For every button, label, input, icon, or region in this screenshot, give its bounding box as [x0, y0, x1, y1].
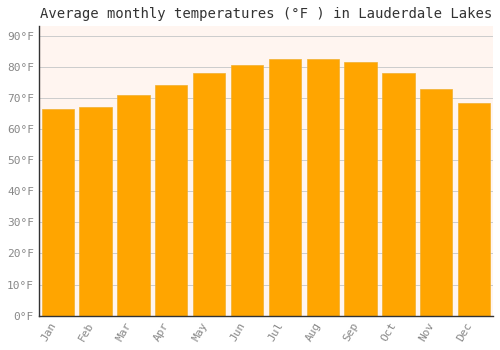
Title: Average monthly temperatures (°F ) in Lauderdale Lakes: Average monthly temperatures (°F ) in La… — [40, 7, 492, 21]
Bar — [193, 73, 225, 316]
Bar — [269, 59, 301, 316]
Bar — [458, 103, 490, 316]
Bar — [42, 109, 74, 316]
Bar — [80, 107, 112, 316]
Bar — [231, 65, 263, 316]
Bar — [306, 59, 339, 316]
Bar — [155, 85, 188, 316]
Bar — [118, 95, 150, 316]
Bar — [382, 73, 414, 316]
Bar — [344, 62, 376, 316]
Bar — [420, 89, 452, 316]
